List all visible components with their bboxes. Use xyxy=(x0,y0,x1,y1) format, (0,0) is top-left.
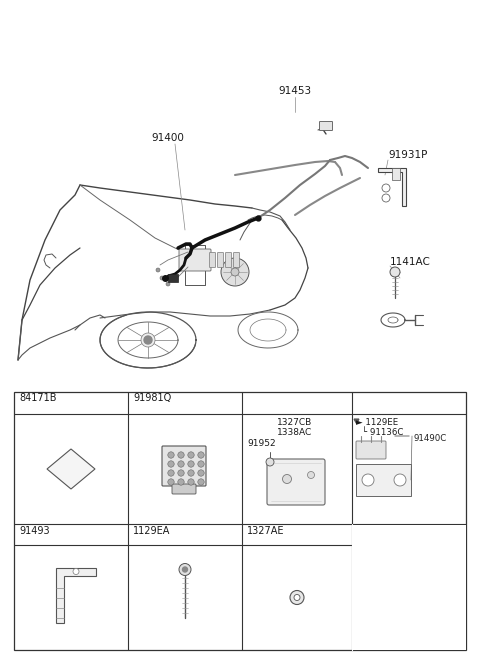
Text: 84171B: 84171B xyxy=(19,393,57,403)
Polygon shape xyxy=(56,567,96,622)
Circle shape xyxy=(362,474,374,486)
Text: ► 1129EE: ► 1129EE xyxy=(356,418,398,427)
Circle shape xyxy=(198,479,204,485)
Polygon shape xyxy=(47,449,95,489)
Circle shape xyxy=(168,470,174,476)
Bar xyxy=(14,392,466,650)
Circle shape xyxy=(198,461,204,467)
Circle shape xyxy=(166,282,170,286)
FancyBboxPatch shape xyxy=(392,168,400,180)
Circle shape xyxy=(160,276,164,280)
FancyBboxPatch shape xyxy=(320,121,333,130)
FancyBboxPatch shape xyxy=(179,249,211,271)
Bar xyxy=(352,525,466,650)
FancyBboxPatch shape xyxy=(226,252,231,267)
Circle shape xyxy=(394,474,406,486)
Text: 1327AE: 1327AE xyxy=(247,526,285,536)
Circle shape xyxy=(168,479,174,485)
Bar xyxy=(168,274,178,282)
Circle shape xyxy=(294,595,300,601)
Circle shape xyxy=(188,470,194,476)
Circle shape xyxy=(168,461,174,467)
Circle shape xyxy=(188,461,194,467)
Text: └ 91136C: └ 91136C xyxy=(362,428,403,437)
Circle shape xyxy=(266,458,274,466)
Text: 91952: 91952 xyxy=(247,439,276,448)
Circle shape xyxy=(198,452,204,458)
Text: 91981Q: 91981Q xyxy=(133,393,171,403)
Circle shape xyxy=(178,461,184,467)
Circle shape xyxy=(221,258,249,286)
Circle shape xyxy=(283,474,291,483)
Polygon shape xyxy=(378,168,406,206)
Circle shape xyxy=(382,184,390,192)
Circle shape xyxy=(179,563,191,576)
Circle shape xyxy=(188,452,194,458)
Circle shape xyxy=(178,470,184,476)
Circle shape xyxy=(188,479,194,485)
FancyBboxPatch shape xyxy=(162,446,206,486)
FancyBboxPatch shape xyxy=(172,484,196,494)
Text: 1338AC: 1338AC xyxy=(277,428,312,437)
FancyBboxPatch shape xyxy=(267,459,325,505)
Circle shape xyxy=(141,333,155,347)
Text: 91931P: 91931P xyxy=(388,150,427,160)
Circle shape xyxy=(382,194,390,202)
Circle shape xyxy=(178,452,184,458)
Circle shape xyxy=(156,268,160,272)
Circle shape xyxy=(390,267,400,277)
Circle shape xyxy=(308,472,314,479)
FancyBboxPatch shape xyxy=(356,441,386,459)
FancyBboxPatch shape xyxy=(217,252,224,267)
FancyBboxPatch shape xyxy=(209,252,216,267)
Text: 91453: 91453 xyxy=(278,86,312,96)
Text: 1327CB: 1327CB xyxy=(277,418,312,427)
FancyBboxPatch shape xyxy=(356,464,411,496)
Text: 91400: 91400 xyxy=(152,133,184,143)
Circle shape xyxy=(178,479,184,485)
Circle shape xyxy=(144,336,152,344)
Text: 1141AC: 1141AC xyxy=(390,257,431,267)
Text: 91490C: 91490C xyxy=(414,434,447,443)
Text: 1129EA: 1129EA xyxy=(133,526,170,536)
Circle shape xyxy=(231,268,239,276)
Circle shape xyxy=(290,591,304,605)
Circle shape xyxy=(168,452,174,458)
FancyBboxPatch shape xyxy=(233,252,240,267)
Text: 91493: 91493 xyxy=(19,526,49,536)
Circle shape xyxy=(182,567,188,572)
Circle shape xyxy=(198,470,204,476)
Circle shape xyxy=(73,569,79,574)
